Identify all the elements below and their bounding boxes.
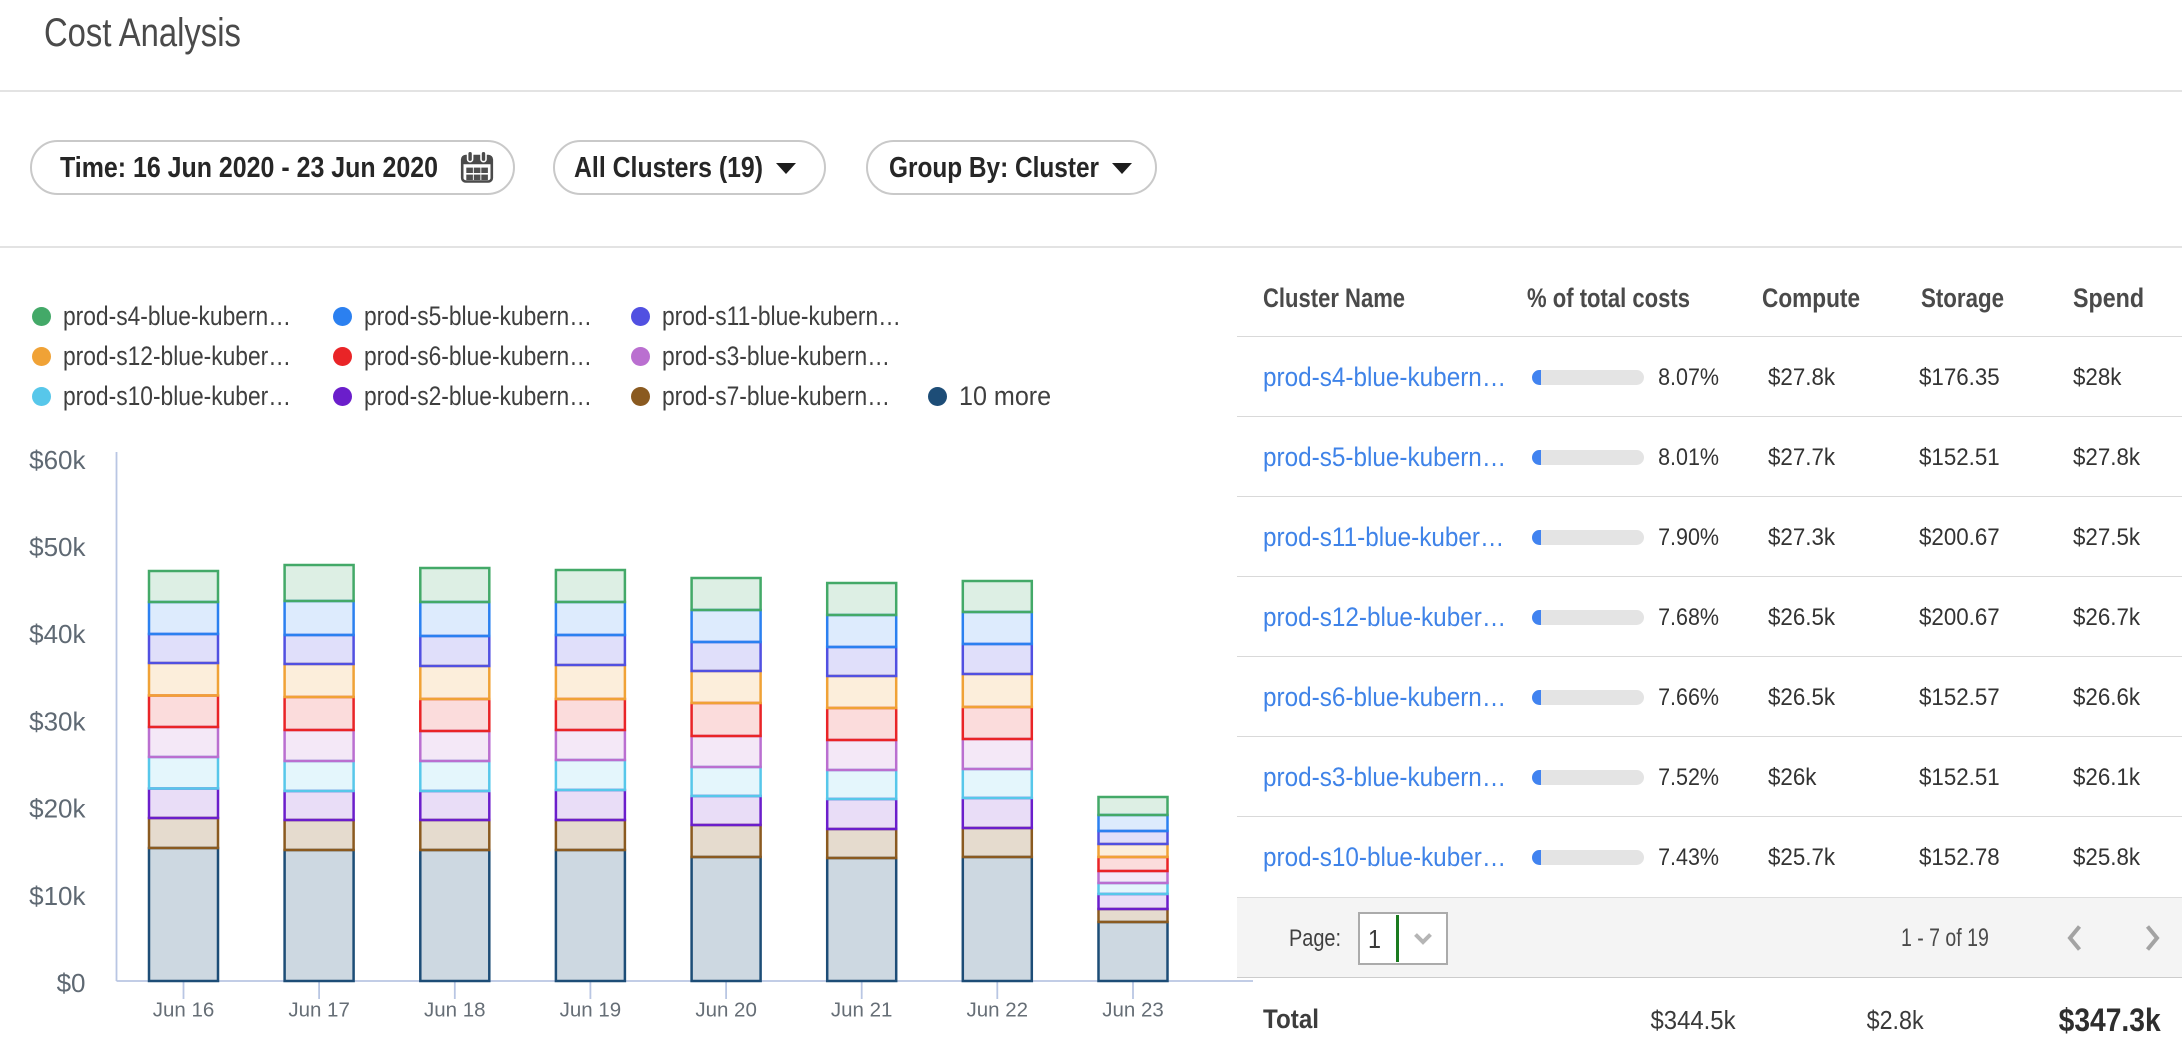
svg-text:Jun 23: Jun 23 <box>1102 999 1164 1022</box>
svg-text:$20k: $20k <box>29 794 86 824</box>
svg-text:$50k: $50k <box>29 532 86 562</box>
svg-text:Jun 20: Jun 20 <box>695 999 757 1022</box>
svg-text:Jun 19: Jun 19 <box>560 999 622 1022</box>
svg-text:$60k: $60k <box>29 445 86 475</box>
svg-text:$30k: $30k <box>29 706 86 736</box>
svg-text:Jun 18: Jun 18 <box>424 999 486 1022</box>
svg-text:$0: $0 <box>57 968 86 998</box>
svg-text:Jun 16: Jun 16 <box>153 999 215 1022</box>
svg-text:Jun 22: Jun 22 <box>967 999 1029 1022</box>
svg-text:$10k: $10k <box>29 881 86 911</box>
svg-text:Jun 17: Jun 17 <box>288 999 350 1022</box>
svg-text:$40k: $40k <box>29 619 86 649</box>
svg-text:Jun 21: Jun 21 <box>831 999 893 1022</box>
